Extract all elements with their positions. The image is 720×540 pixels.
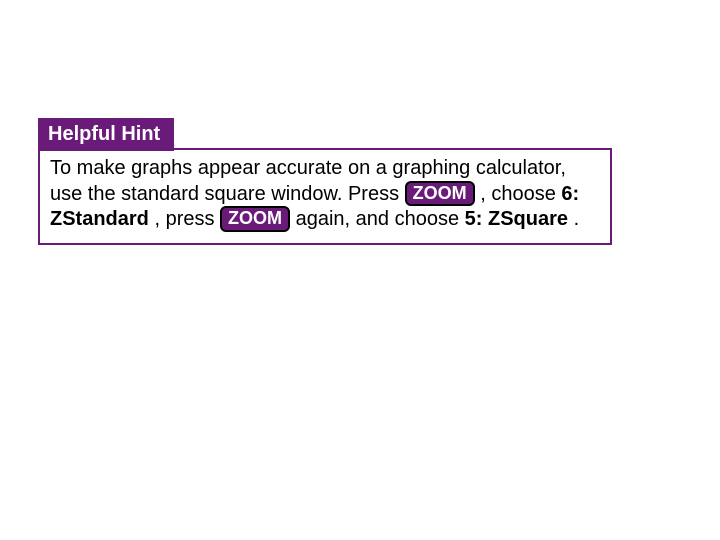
callout-title: Helpful Hint	[38, 118, 174, 151]
hint-text-3: , press	[154, 208, 220, 230]
option-zsquare: 5: ZSquare	[465, 208, 568, 230]
hint-text-5: .	[574, 208, 580, 230]
hint-text-2: , choose	[480, 183, 561, 205]
helpful-hint-callout: Helpful Hint To make graphs appear accur…	[38, 148, 612, 245]
zoom-key-2: ZOOM	[220, 206, 290, 232]
hint-text-4: again, and choose	[296, 208, 465, 230]
zoom-key-1: ZOOM	[405, 181, 475, 207]
callout-body: To make graphs appear accurate on a grap…	[40, 150, 610, 243]
